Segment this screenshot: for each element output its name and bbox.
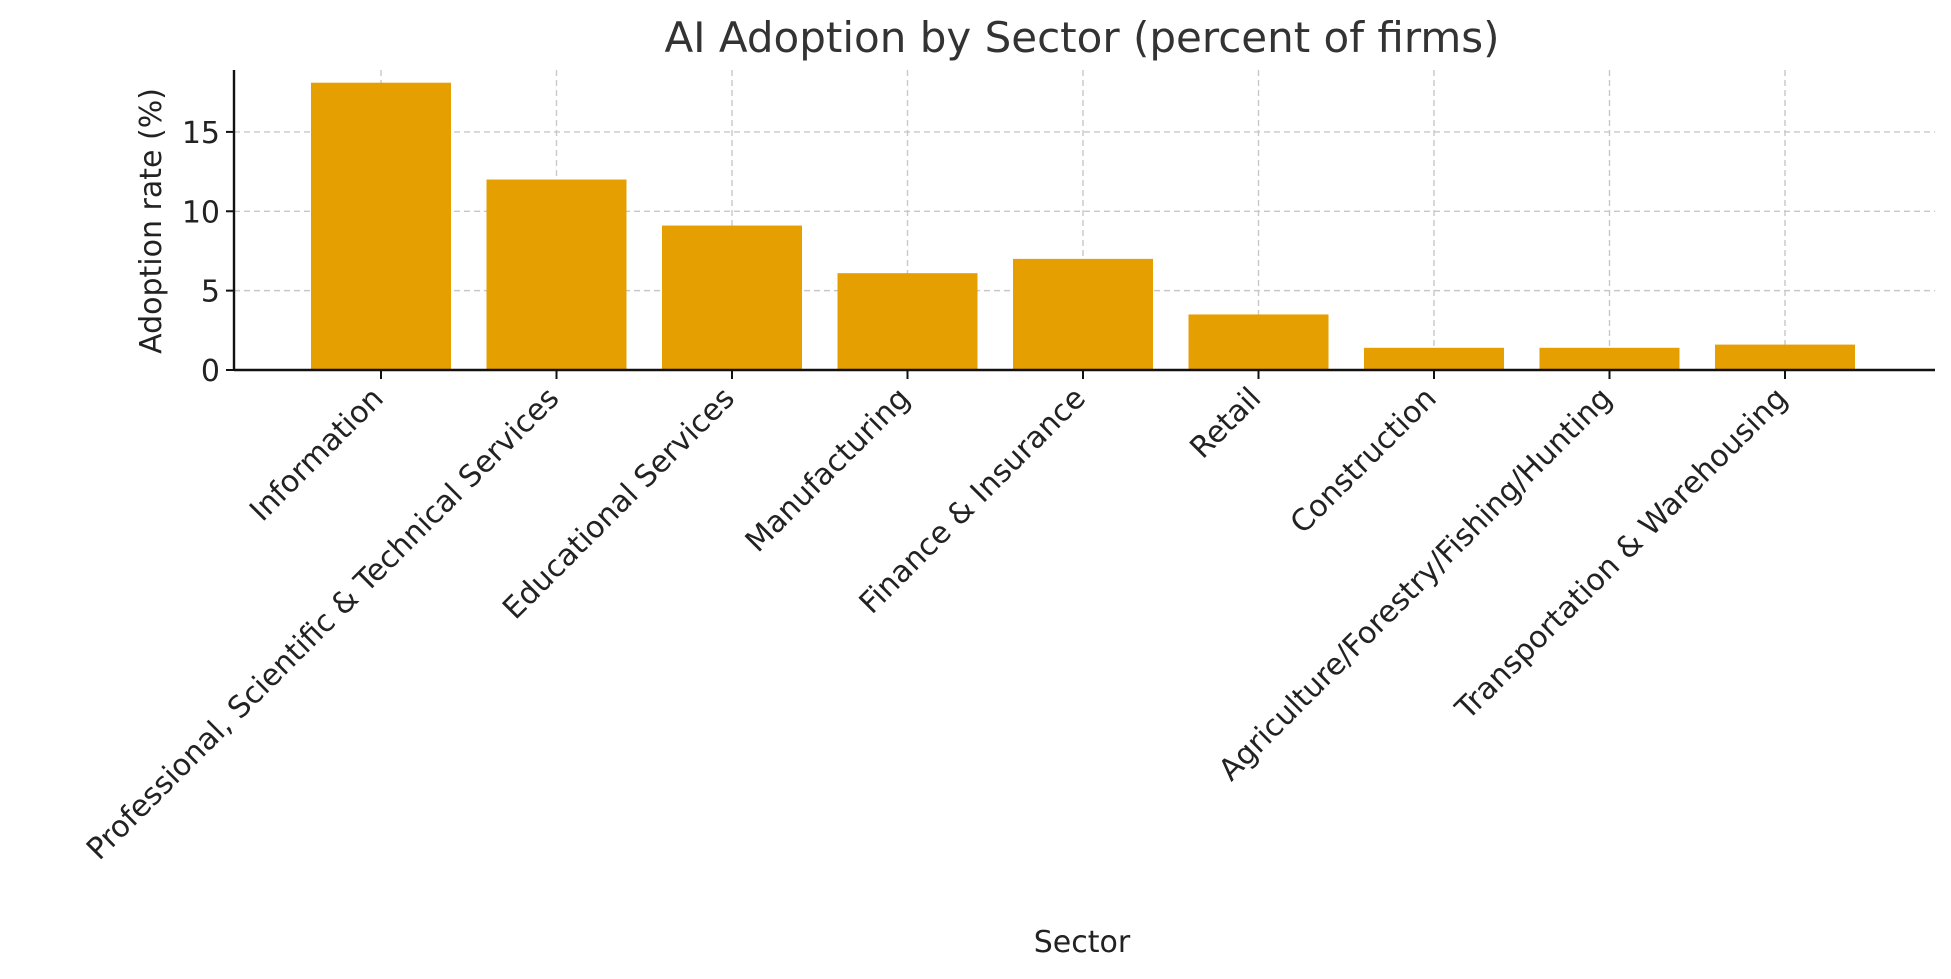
bar (1539, 347, 1680, 370)
bar (1188, 314, 1329, 370)
y-tick-label: 5 (201, 275, 220, 310)
bar (1013, 258, 1153, 370)
bars (311, 82, 1855, 370)
y-tick-label: 0 (201, 354, 220, 389)
x-tick-label: Agriculture/Forestry/Fishing/Hunting (1212, 381, 1619, 788)
y-ticks: 0 5 10 15 (182, 116, 234, 389)
bar (1715, 344, 1855, 370)
x-tick-label: Information (243, 381, 391, 529)
bar (486, 179, 627, 370)
y-axis-label: Adoption rate (%) (134, 88, 169, 354)
bar (837, 273, 978, 370)
bar (662, 225, 802, 370)
bar (1364, 347, 1504, 370)
bar (311, 82, 451, 370)
chart-title: AI Adoption by Sector (percent of firms) (664, 13, 1499, 62)
x-tick-label: Transportation & Warehousing (1448, 381, 1794, 727)
x-axis-label: Sector (1034, 925, 1131, 960)
x-tick-label: Retail (1183, 381, 1268, 466)
x-tick-label: Manufacturing (739, 381, 917, 559)
x-tick-label: Construction (1284, 381, 1444, 541)
y-tick-label: 15 (182, 116, 220, 151)
y-tick-label: 10 (182, 195, 220, 230)
